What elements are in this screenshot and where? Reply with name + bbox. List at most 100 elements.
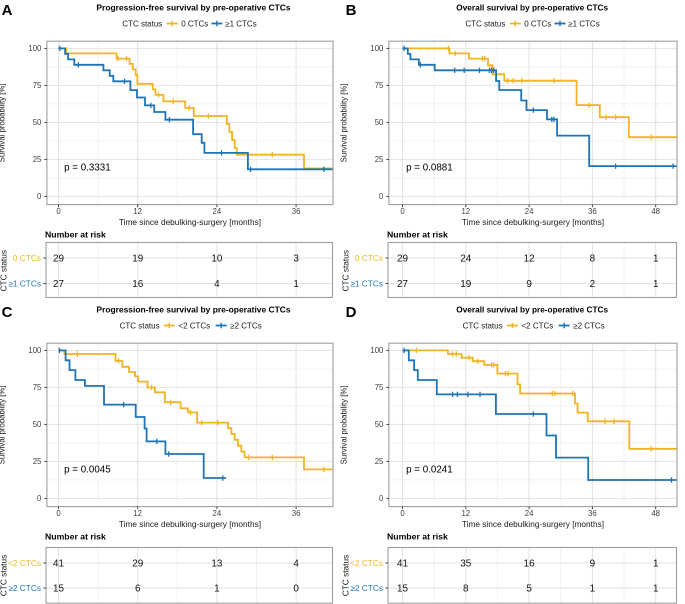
svg-text:6: 6 [135, 584, 141, 595]
svg-text:0: 0 [400, 509, 405, 518]
svg-text:25: 25 [33, 155, 42, 164]
svg-text:≥1 CTCs: ≥1 CTCs [568, 20, 600, 29]
svg-text:A: A [2, 2, 13, 19]
svg-text:9: 9 [526, 279, 532, 290]
svg-text:12: 12 [461, 207, 470, 216]
svg-text:Overall survival by pre-operat: Overall survival by pre-operative CTCs [456, 4, 608, 13]
svg-text:35: 35 [460, 559, 471, 570]
svg-text:19: 19 [132, 254, 143, 265]
svg-text:41: 41 [397, 559, 408, 570]
svg-text:27: 27 [397, 279, 408, 290]
svg-text:p = 0.3331: p = 0.3331 [64, 162, 111, 173]
svg-text:4: 4 [214, 279, 220, 290]
svg-text:Time since debulking-surgery [: Time since debulking-surgery [months] [462, 519, 604, 529]
svg-text:8: 8 [463, 584, 469, 595]
svg-text:24: 24 [525, 509, 534, 518]
svg-text:p = 0.0045: p = 0.0045 [64, 464, 111, 475]
svg-text:12: 12 [133, 207, 142, 216]
svg-text:CTC status: CTC status [122, 20, 162, 29]
svg-text:B: B [346, 2, 357, 19]
svg-text:27: 27 [53, 279, 64, 290]
svg-text:36: 36 [588, 207, 597, 216]
svg-text:0 CTCs: 0 CTCs [13, 253, 41, 263]
svg-text:16: 16 [132, 279, 143, 290]
svg-text:36: 36 [292, 509, 301, 518]
svg-text:0: 0 [37, 494, 42, 503]
svg-text:Survival probability [%]: Survival probability [%] [0, 385, 6, 464]
svg-text:0: 0 [37, 192, 42, 201]
svg-text:≥1 CTCs: ≥1 CTCs [8, 279, 41, 289]
svg-text:≥2 CTCs: ≥2 CTCs [350, 583, 383, 593]
svg-text:Time since debulking-surgery [: Time since debulking-surgery [months] [462, 217, 604, 227]
svg-text:41: 41 [53, 559, 64, 570]
svg-text:CTC status: CTC status [340, 250, 350, 292]
svg-text:CTC status: CTC status [0, 555, 8, 597]
svg-text:1: 1 [293, 279, 299, 290]
svg-text:Survival probability [%]: Survival probability [%] [339, 385, 348, 464]
svg-text:p = 0.0241: p = 0.0241 [406, 464, 453, 475]
svg-text:0: 0 [379, 494, 384, 503]
svg-text:1: 1 [653, 559, 659, 570]
svg-text:≥2 CTCs: ≥2 CTCs [230, 322, 262, 331]
svg-text:50: 50 [33, 420, 42, 429]
svg-text:12: 12 [524, 254, 535, 265]
svg-text:Time since debulking-surgery [: Time since debulking-surgery [months] [119, 217, 261, 227]
svg-text:CTC status: CTC status [463, 322, 503, 331]
svg-text:Number at risk: Number at risk [45, 532, 106, 542]
svg-text:0 CTCs: 0 CTCs [524, 20, 551, 29]
svg-text:2: 2 [590, 279, 596, 290]
svg-text:Number at risk: Number at risk [45, 230, 106, 240]
svg-text:<2 CTCs: <2 CTCs [178, 322, 210, 331]
svg-text:0: 0 [400, 207, 405, 216]
svg-text:1: 1 [653, 279, 659, 290]
svg-text:48: 48 [651, 207, 660, 216]
svg-text:Number at risk: Number at risk [387, 532, 448, 542]
svg-text:16: 16 [524, 559, 535, 570]
svg-text:≥2 CTCs: ≥2 CTCs [573, 322, 605, 331]
svg-text:Progression-free survival by p: Progression-free survival by pre-operati… [96, 3, 290, 13]
svg-text:C: C [2, 304, 13, 321]
svg-text:75: 75 [33, 81, 42, 90]
svg-text:CTC status: CTC status [0, 250, 8, 292]
svg-text:≥2 CTCs: ≥2 CTCs [8, 583, 41, 593]
svg-text:1: 1 [214, 584, 220, 595]
svg-text:CTC status: CTC status [465, 20, 505, 29]
svg-text:<2 CTCs: <2 CTCs [8, 558, 41, 568]
svg-text:100: 100 [370, 44, 384, 53]
svg-text:0 CTCs: 0 CTCs [181, 20, 208, 29]
svg-text:50: 50 [33, 118, 42, 127]
svg-text:25: 25 [375, 457, 384, 466]
svg-text:10: 10 [211, 254, 222, 265]
svg-text:19: 19 [460, 279, 471, 290]
svg-text:75: 75 [375, 81, 384, 90]
svg-text:1: 1 [590, 584, 596, 595]
svg-text:9: 9 [590, 559, 596, 570]
svg-text:0: 0 [56, 207, 61, 216]
svg-text:<2 CTCs: <2 CTCs [522, 322, 554, 331]
svg-text:48: 48 [651, 509, 660, 518]
svg-text:29: 29 [397, 254, 408, 265]
svg-text:15: 15 [53, 584, 64, 595]
svg-text:D: D [346, 304, 357, 321]
svg-text:0: 0 [56, 509, 61, 518]
svg-text:0 CTCs: 0 CTCs [355, 253, 383, 263]
svg-text:1: 1 [653, 584, 659, 595]
svg-text:<2 CTCs: <2 CTCs [350, 558, 383, 568]
svg-text:Overall survival by pre-operat: Overall survival by pre-operative CTCs [456, 306, 608, 315]
svg-text:100: 100 [28, 346, 42, 355]
svg-text:1: 1 [653, 254, 659, 265]
svg-text:36: 36 [292, 207, 301, 216]
svg-text:75: 75 [375, 383, 384, 392]
svg-text:75: 75 [33, 383, 42, 392]
svg-text:25: 25 [375, 155, 384, 164]
svg-text:50: 50 [375, 118, 384, 127]
svg-text:100: 100 [28, 44, 42, 53]
svg-text:24: 24 [213, 207, 222, 216]
svg-text:≥1 CTCs: ≥1 CTCs [350, 279, 383, 289]
svg-text:Number at risk: Number at risk [387, 230, 448, 240]
svg-text:Survival probability [%]: Survival probability [%] [0, 83, 6, 162]
svg-text:36: 36 [588, 509, 597, 518]
svg-text:100: 100 [370, 346, 384, 355]
svg-text:29: 29 [53, 254, 64, 265]
svg-text:13: 13 [211, 559, 222, 570]
